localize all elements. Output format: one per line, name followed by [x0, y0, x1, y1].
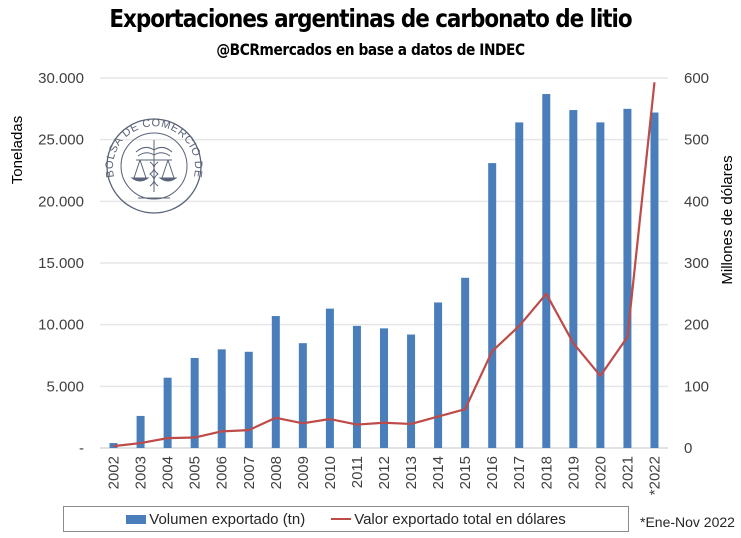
left-tick-label: - — [79, 440, 84, 457]
legend-swatch-line — [331, 518, 352, 520]
legend-label-volume: Volumen exportado (tn) — [149, 510, 306, 528]
bar-2008 — [271, 316, 280, 448]
bar-2004 — [163, 377, 172, 448]
left-tick-label: 10.000 — [38, 317, 84, 334]
right-tick-label: 200 — [684, 317, 709, 334]
bar-2012 — [380, 328, 388, 448]
bar-2022 — [650, 112, 659, 449]
chart-subtitle: @BCRmercados en base a datos de INDEC — [216, 40, 525, 59]
right-tick-label: 600 — [684, 70, 709, 87]
x-tick-label: 2016 — [484, 456, 501, 489]
right-tick-label: 500 — [684, 132, 709, 149]
bar-2013 — [407, 334, 416, 448]
x-tick-label: 2006 — [214, 456, 231, 489]
x-tick-label: 2014 — [430, 456, 447, 489]
bar-2016 — [488, 163, 497, 448]
x-tick-label: 2020 — [592, 456, 609, 489]
right-axis-title: Millones de dólares — [719, 155, 736, 284]
seal-inner-ring — [120, 132, 188, 200]
x-tick-label: 2019 — [565, 456, 582, 489]
x-tick-label: 2005 — [187, 456, 204, 489]
right-tick-label: 300 — [684, 255, 709, 272]
bar-2010 — [325, 308, 334, 448]
seal-text-path: BOLSA DE COMERCIO DE ROSARIO — [0, 0, 204, 184]
bar-2018 — [542, 94, 551, 449]
seal-outer-ring — [106, 118, 202, 214]
bar-series — [109, 94, 659, 449]
seal-text: BOLSA DE COMERCIO DE ROSARIO — [0, 0, 204, 184]
legend-item-value: Valor exportado total en dólares — [331, 511, 566, 528]
bar-2015 — [461, 277, 470, 448]
left-tick-label: 25.000 — [38, 132, 84, 149]
caduceus-scales-seal-icon — [130, 140, 178, 199]
legend-swatch-bar — [126, 514, 147, 524]
bar-2003 — [136, 415, 145, 448]
x-tick-label: 2018 — [538, 456, 555, 489]
x-tick-label: *2022 — [646, 456, 663, 495]
left-tick-label: 5.000 — [46, 378, 84, 395]
chart-title: Exportaciones argentinas de carbonato de… — [109, 4, 632, 33]
x-tick-label: 2010 — [322, 456, 339, 489]
chart-legend: Volumen exportado (tn) Valor exportado t… — [63, 506, 629, 532]
x-tick-label: 2012 — [376, 456, 393, 489]
footnote: *Ene-Nov 2022 — [640, 514, 735, 530]
x-axis-ticks: 2002 2003 2004 2005 2006 2007 2008 2009 2010 2011… — [106, 456, 664, 495]
left-tick-label: 15.000 — [38, 255, 84, 272]
right-tick-label: 400 — [684, 193, 709, 210]
x-tick-label: 2013 — [403, 456, 420, 489]
x-tick-label: 2002 — [106, 456, 123, 489]
bar-2020 — [596, 122, 605, 449]
bar-2017 — [515, 122, 524, 449]
x-tick-label: 2017 — [511, 456, 528, 489]
left-tick-label: 30.000 — [38, 70, 84, 87]
bar-2014 — [434, 302, 443, 448]
x-tick-label: 2021 — [619, 456, 636, 489]
right-axis-ticks: 0 100 200 300 400 500 600 — [684, 70, 709, 457]
legend-label-value: Valor exportado total en dólares — [354, 510, 566, 528]
bar-2006 — [217, 349, 226, 448]
right-tick-label: 100 — [684, 378, 709, 395]
line-series — [113, 82, 656, 448]
bar-2019 — [569, 110, 578, 449]
bar-2021 — [623, 108, 632, 448]
x-tick-label: 2007 — [241, 456, 258, 489]
bar-2011 — [352, 325, 361, 448]
bar-2005 — [190, 357, 199, 448]
left-tick-label: 20.000 — [38, 193, 84, 210]
x-tick-label: 2003 — [133, 456, 150, 489]
x-tick-label: 2015 — [457, 456, 474, 489]
legend-item-volume: Volumen exportado (tn) — [126, 511, 305, 528]
x-tick-label: 2011 — [349, 456, 366, 488]
bcr-seal-watermark: BOLSA DE COMERCIO DE ROSARIO — [0, 0, 204, 214]
bar-2007 — [244, 351, 253, 448]
bar-2009 — [298, 343, 307, 448]
left-axis-title: Toneladas — [9, 116, 26, 184]
left-axis-ticks: - 5.000 10.000 15.000 20.000 25.000 30.000 — [38, 70, 84, 457]
x-tick-label: 2009 — [295, 456, 312, 489]
x-tick-label: 2008 — [268, 456, 285, 489]
x-tick-label: 2004 — [160, 456, 177, 489]
right-tick-label: 0 — [684, 440, 692, 457]
